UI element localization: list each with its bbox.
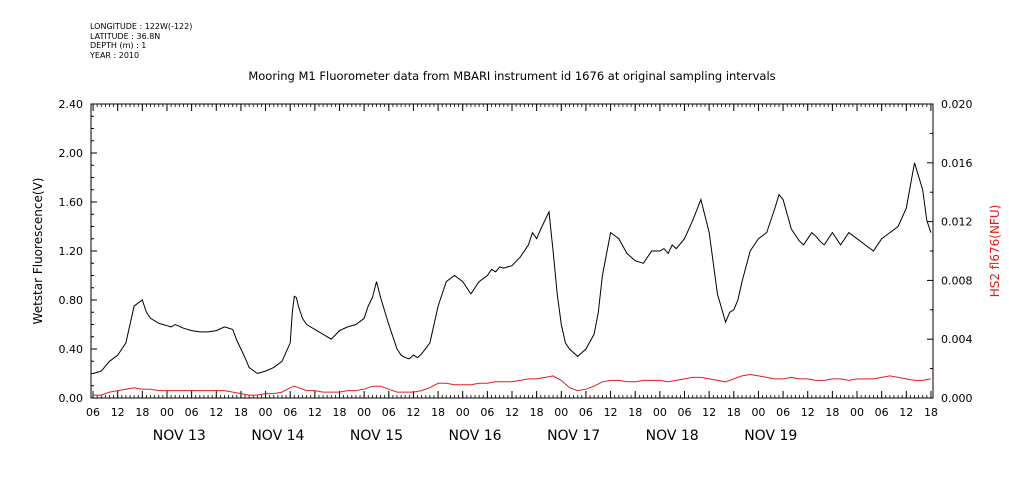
metadata-longitude: LONGITUDE : 122W(-122)	[90, 22, 193, 31]
x-day-label: NOV 17	[547, 428, 600, 444]
x-hour-label: 00	[751, 406, 765, 419]
x-hour-label: 00	[357, 406, 371, 419]
x-day-label: NOV 15	[350, 428, 403, 444]
metadata-year: YEAR : 2010	[90, 50, 140, 60]
x-hour-label: 12	[702, 406, 716, 419]
x-hour-label: 18	[234, 406, 248, 419]
y-left-tick-label: 0.00	[59, 392, 84, 405]
x-hour-label: 00	[456, 406, 470, 419]
x-hour-label: 18	[530, 406, 544, 419]
x-day-label: NOV 13	[153, 428, 206, 444]
y-left-tick-label: 1.60	[59, 196, 84, 209]
x-hour-label: 18	[332, 406, 346, 419]
x-day-label: NOV 16	[448, 428, 501, 444]
x-hour-label: 12	[604, 406, 618, 419]
series-group	[92, 162, 932, 396]
x-hour-label: 12	[801, 406, 815, 419]
metadata-depth: DEPTH (m) : 1	[90, 41, 147, 50]
y-right-tick-label: 0.016	[941, 157, 973, 170]
x-hour-label: 06	[86, 406, 100, 419]
y-right-tick-label: 0.000	[941, 392, 973, 405]
y-left-tick-label: 2.40	[59, 98, 84, 111]
x-hour-label: 12	[209, 406, 223, 419]
y-axis-right-label: HS2 fl676(NFU)	[988, 205, 1002, 298]
y-right-tick-label: 0.008	[941, 274, 973, 287]
series-line-wetstar-fluorescence	[92, 162, 932, 375]
x-day-label: NOV 14	[251, 428, 304, 444]
y-left-tick-label: 2.00	[59, 147, 84, 160]
x-hour-label: 18	[825, 406, 839, 419]
x-hour-label: 12	[406, 406, 420, 419]
x-hour-label: 18	[924, 406, 938, 419]
x-hour-label: 12	[899, 406, 913, 419]
x-hour-label: 06	[185, 406, 199, 419]
x-hour-label: 18	[628, 406, 642, 419]
axes-group: 0.00 0.40 0.80 1.20 1.60 2.00 2.40 0.000 0.004 0.…	[59, 98, 973, 444]
x-hour-label: 00	[259, 406, 273, 419]
x-hour-label: 00	[554, 406, 568, 419]
x-hour-label: 06	[382, 406, 396, 419]
y-left-tick-label: 0.80	[59, 294, 84, 307]
x-hour-label: 12	[111, 406, 125, 419]
x-hour-label: 12	[505, 406, 519, 419]
x-hour-label: 06	[678, 406, 692, 419]
x-hour-label: 06	[480, 406, 494, 419]
x-hour-label: 18	[727, 406, 741, 419]
x-hour-label: 06	[875, 406, 889, 419]
plot-frame	[90, 103, 934, 399]
y-left-tick-label: 0.40	[59, 343, 84, 356]
x-hour-label: 06	[579, 406, 593, 419]
x-hour-label: 06	[283, 406, 297, 419]
metadata-block: LONGITUDE : 122W(-122) LATITUDE : 36.8N …	[90, 22, 192, 60]
y-right-tick-label: 0.020	[941, 98, 973, 111]
y-right-tick-label: 0.012	[941, 216, 973, 229]
x-hour-label: 18	[135, 406, 149, 419]
x-day-label: NOV 18	[646, 428, 699, 444]
x-day-label: NOV 19	[744, 428, 797, 444]
chart-title: Mooring M1 Fluorometer data from MBARI i…	[248, 69, 775, 83]
x-hour-label: 18	[431, 406, 445, 419]
x-hour-label: 06	[776, 406, 790, 419]
y-right-tick-label: 0.004	[941, 333, 973, 346]
x-hour-label: 00	[160, 406, 174, 419]
x-hour-label: 00	[850, 406, 864, 419]
series-line-hs2-fl676	[93, 373, 931, 396]
y-left-tick-label: 1.20	[59, 245, 84, 258]
y-axis-left-label: Wetstar Fluorescence(V)	[31, 178, 45, 325]
x-hour-label: 00	[653, 406, 667, 419]
x-hour-label: 12	[308, 406, 322, 419]
metadata-latitude: LATITUDE : 36.8N	[90, 31, 161, 41]
